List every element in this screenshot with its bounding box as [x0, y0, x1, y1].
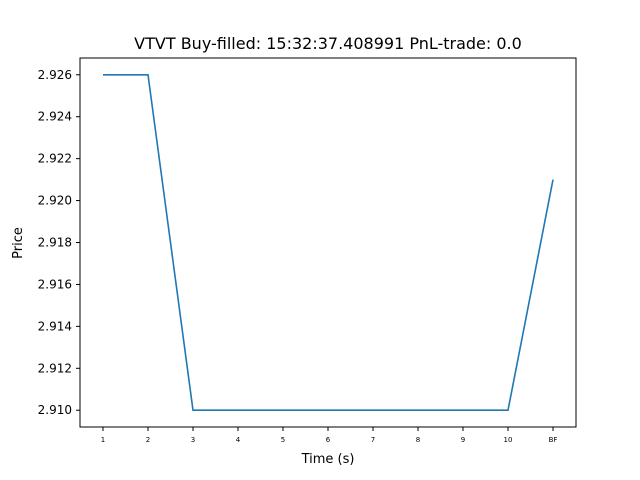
x-tick-label: 5 [281, 436, 285, 444]
series-layer [102, 73, 554, 412]
y-axis-label: Price [11, 227, 26, 259]
y-tick-label: 2.912 [38, 361, 72, 375]
y-tick-label: 2.910 [38, 403, 72, 417]
y-tick-label: 2.920 [38, 194, 72, 208]
x-tick-label: 1 [101, 436, 105, 444]
x-tick-label: 6 [326, 436, 331, 444]
y-tick-label: 2.918 [38, 236, 72, 250]
x-tick-label: 3 [191, 436, 195, 444]
x-axis-label: Time (s) [301, 452, 355, 467]
x-tick-label: BF [549, 436, 558, 444]
y-tick-label: 2.926 [38, 68, 72, 82]
y-axis: 2.910 2.912 2.914 2.916 2.918 2.920 2.922 2.924… [38, 68, 80, 417]
y-tick-label: 2.914 [38, 319, 72, 333]
x-tick-label: 10 [504, 436, 513, 444]
y-tick-label: 2.916 [38, 277, 72, 291]
y-tick-label: 2.924 [38, 110, 72, 124]
x-tick-label: 2 [146, 436, 150, 444]
plot-area [79, 57, 577, 428]
chart-title: VTVT Buy-filled: 15:32:37.408991 PnL-tra… [134, 34, 522, 53]
x-tick-label: 9 [461, 436, 465, 444]
x-tick-label: 7 [371, 436, 375, 444]
x-tick-label: 8 [416, 436, 420, 444]
x-axis: 1 2 3 4 5 6 7 8 9 10 BF [101, 427, 558, 444]
y-tick-label: 2.922 [38, 152, 72, 166]
x-tick-label: 4 [236, 436, 241, 444]
